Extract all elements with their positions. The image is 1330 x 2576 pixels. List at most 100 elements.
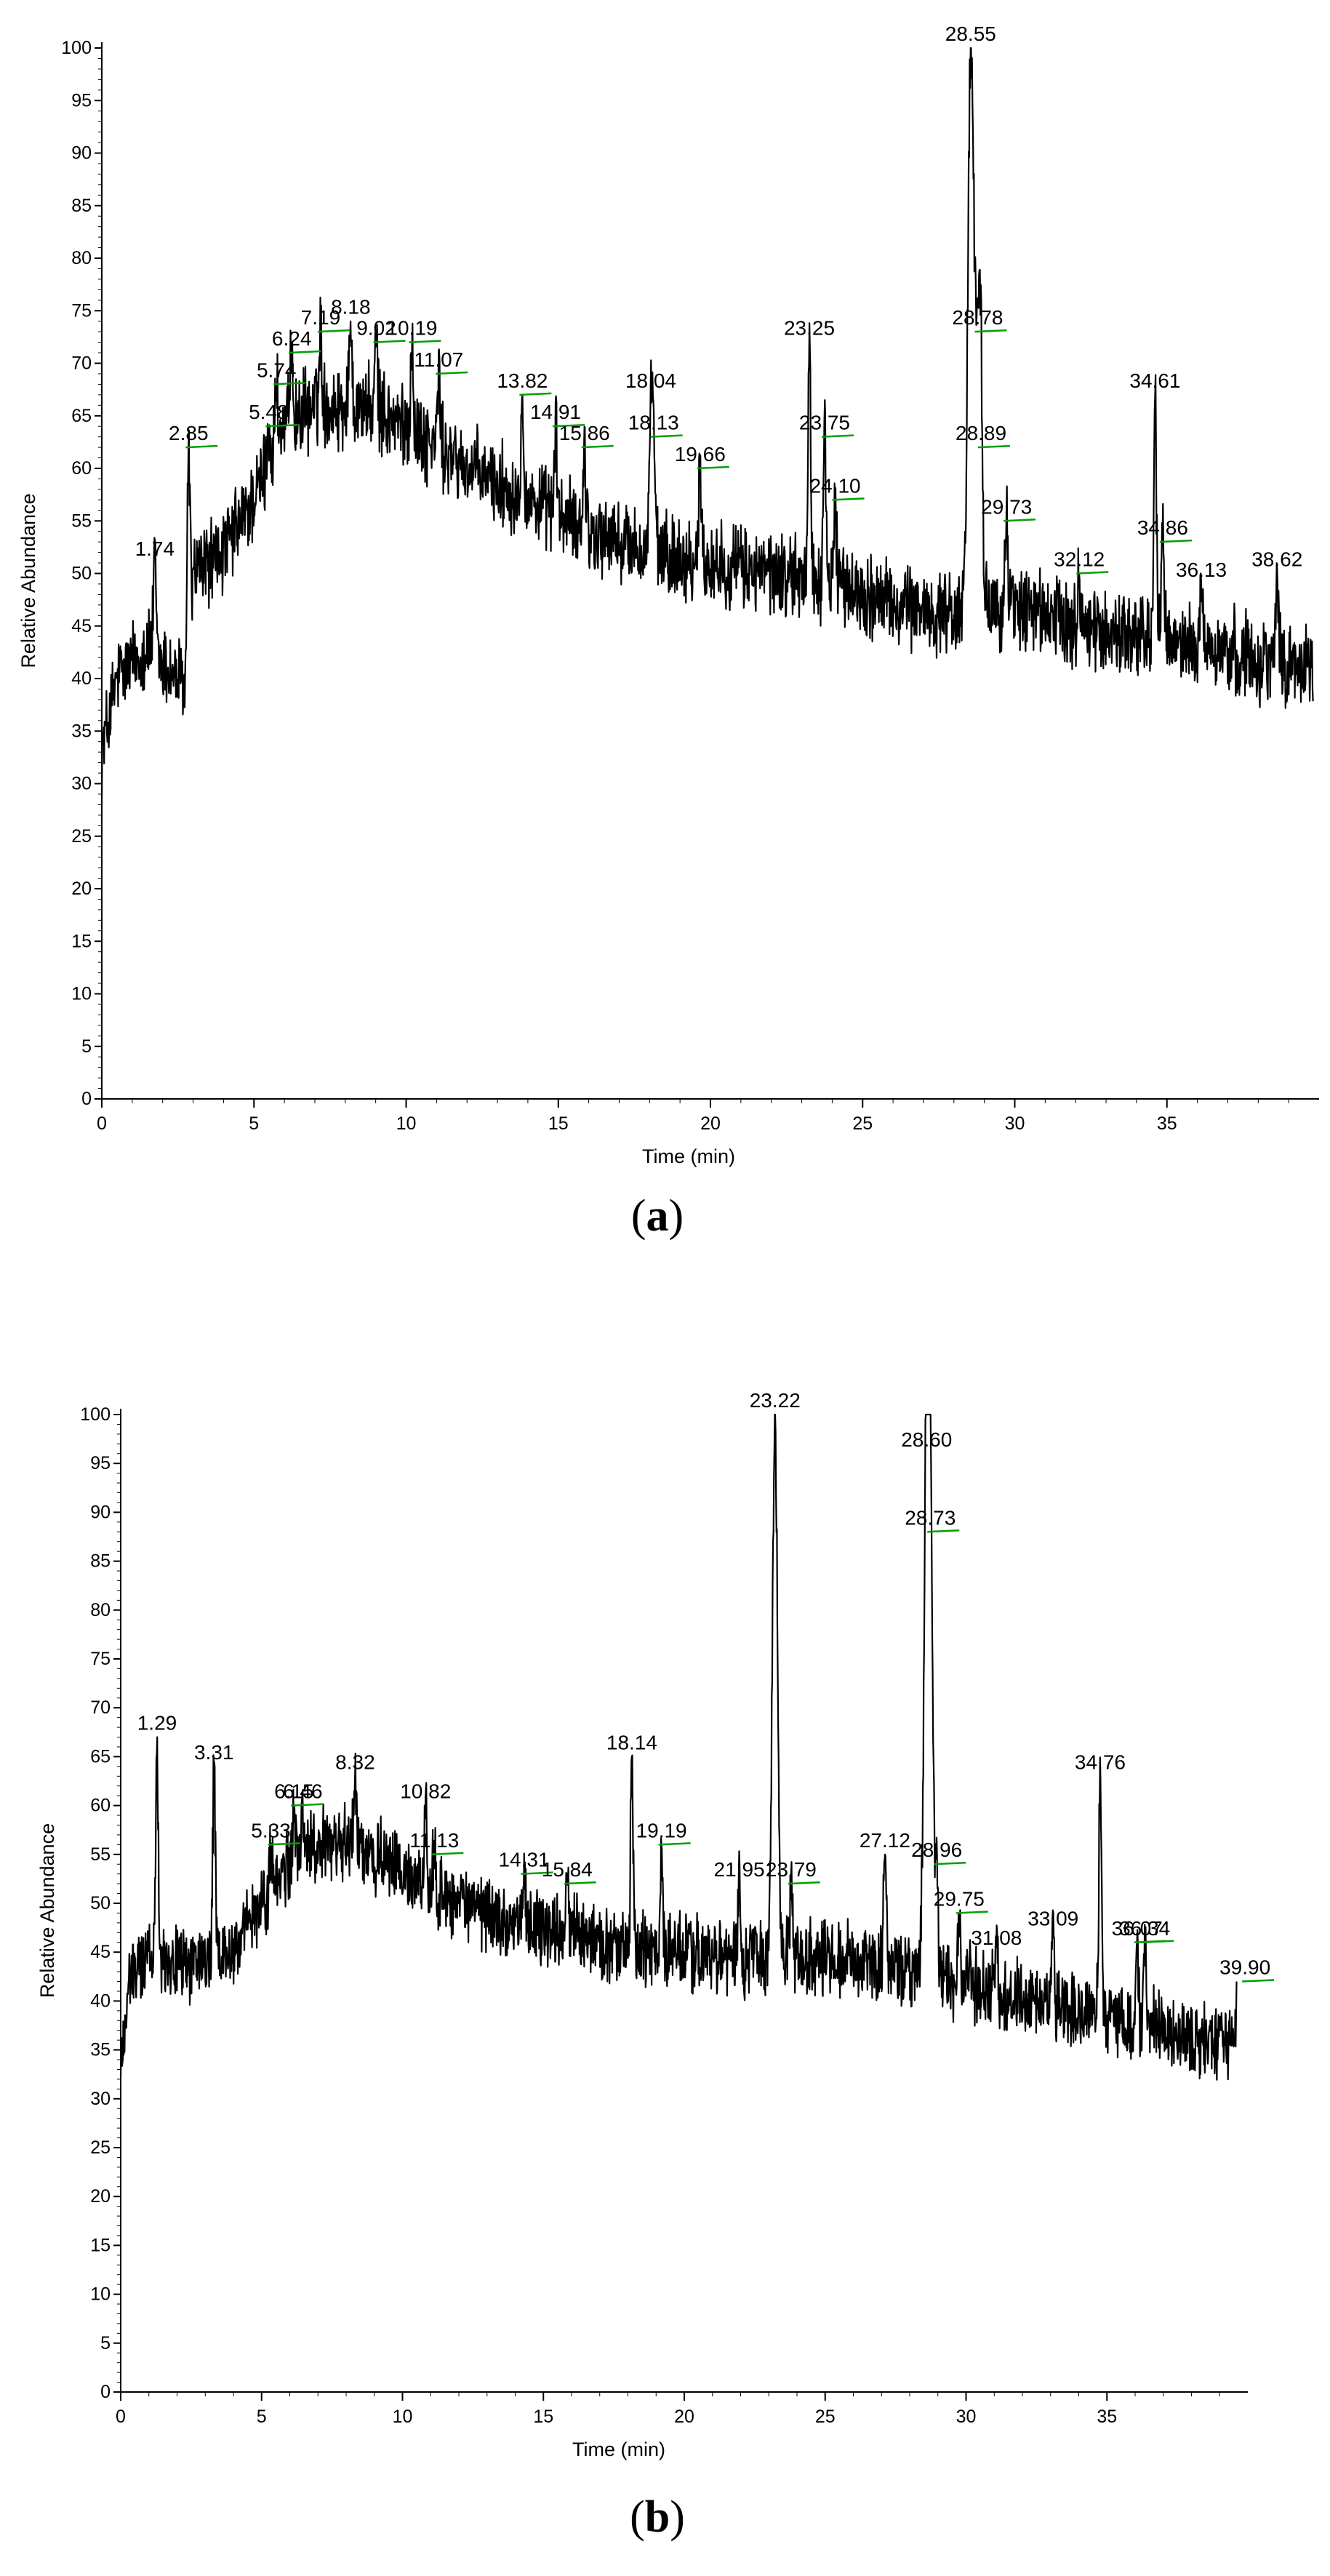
peak-label: 1.74: [135, 537, 175, 560]
x-tick-label: 0: [116, 2407, 126, 2427]
peak-label: 10.19: [386, 317, 437, 340]
peak-label: 28.89: [956, 422, 1006, 444]
peak-label: 15.84: [542, 1858, 593, 1881]
y-tick-label: 40: [90, 1991, 111, 2011]
x-tick-label: 20: [700, 1113, 721, 1134]
y-tick-label: 40: [71, 668, 92, 689]
y-tick-label: 35: [71, 721, 92, 741]
peak-label: 28.60: [901, 1428, 952, 1451]
peak-marker: [291, 1803, 324, 1807]
peak-label: 18.13: [628, 412, 679, 434]
x-axis-title: Time (min): [642, 1145, 735, 1167]
x-tick-label: 25: [815, 2407, 836, 2427]
peak-label: 34.61: [1129, 369, 1180, 392]
y-tick-label: 100: [80, 1404, 111, 1425]
peak-label: 6.15: [274, 1780, 314, 1803]
x-axis-title: Time (min): [572, 2439, 665, 2460]
peak-marker: [552, 423, 585, 428]
y-tick-label: 25: [90, 2137, 111, 2158]
peak-label: 38.62: [1251, 548, 1302, 571]
x-tick-label: 10: [396, 1113, 417, 1134]
peak-marker: [289, 350, 321, 354]
peak-marker: [409, 340, 441, 343]
peak-marker: [436, 371, 468, 375]
y-tick-label: 90: [90, 1502, 111, 1522]
chart-panel-b: 0510152025303540455055606570758085909510…: [36, 1389, 1275, 2542]
y-tick-label: 30: [71, 774, 92, 794]
y-tick-label: 25: [71, 826, 92, 847]
peak-label: 23.75: [799, 412, 850, 434]
peak-label: 11.07: [414, 348, 463, 371]
y-tick-label: 60: [90, 1796, 111, 1816]
chromatogram-trace: [100, 47, 1314, 801]
peak-marker: [927, 1529, 960, 1533]
y-tick-label: 0: [100, 2382, 111, 2402]
peak-label: 19.19: [636, 1819, 687, 1841]
y-tick-label: 45: [90, 1942, 111, 1962]
peak-marker: [268, 1842, 300, 1846]
peak-label: 23.79: [766, 1858, 817, 1881]
y-tick-label: 15: [90, 2235, 111, 2255]
y-tick-label: 75: [71, 300, 92, 321]
peak-label: 18.04: [625, 369, 676, 392]
peak-marker: [1003, 519, 1036, 522]
peak-marker: [581, 444, 614, 449]
y-tick-label: 70: [90, 1697, 111, 1718]
peak-label: 8.18: [331, 296, 371, 319]
peak-marker: [974, 329, 1007, 333]
peak-label: 11.13: [409, 1829, 459, 1852]
x-tick-label: 15: [533, 2407, 553, 2427]
y-tick-label: 100: [61, 38, 92, 58]
peak-label: 28.55: [945, 23, 996, 45]
y-tick-label: 75: [90, 1649, 111, 1669]
y-tick-label: 55: [90, 1844, 111, 1865]
x-tick-label: 0: [97, 1113, 107, 1134]
peak-marker: [521, 1871, 553, 1875]
x-tick-label: 35: [1097, 2407, 1117, 2427]
peak-marker: [273, 382, 306, 385]
x-tick-label: 25: [852, 1113, 873, 1134]
y-tick-label: 85: [71, 196, 92, 216]
axis-ticks: 0510152025303540455055606570758085909510…: [80, 1404, 1220, 2427]
peak-marker: [1159, 539, 1192, 543]
peak-label: 6.46: [283, 1780, 323, 1803]
peak-marker: [185, 444, 218, 449]
peak-label: 34.86: [1137, 516, 1188, 539]
peak-label: 29.75: [934, 1887, 985, 1910]
peak-marker: [788, 1881, 820, 1885]
peak-label: 3.31: [194, 1741, 234, 1764]
peak-label: 13.82: [497, 369, 548, 392]
peak-label: 24.10: [810, 474, 861, 497]
y-tick-label: 80: [90, 1600, 111, 1620]
peak-label: 18.14: [606, 1731, 657, 1753]
peak-label: 21.95: [714, 1858, 765, 1881]
y-tick-label: 0: [81, 1089, 92, 1109]
peak-label: 6.24: [272, 327, 312, 350]
peak-label: 31.08: [971, 1927, 1022, 1949]
peak-marker: [956, 1911, 988, 1914]
y-tick-label: 50: [71, 564, 92, 584]
panel-label-a: (a): [631, 1191, 684, 1241]
peak-label: 14.31: [498, 1849, 549, 1871]
y-axis-title: Relative Abundance: [36, 1823, 58, 1998]
y-tick-label: 15: [71, 931, 92, 951]
peak-label: 36.34: [1119, 1917, 1170, 1940]
x-tick-label: 20: [674, 2407, 694, 2427]
y-tick-label: 45: [71, 616, 92, 636]
peak-label: 28.78: [952, 306, 1003, 329]
x-tick-label: 35: [1157, 1113, 1177, 1134]
peak-label: 10.82: [400, 1780, 451, 1803]
peak-marker: [265, 423, 298, 428]
x-tick-label: 15: [548, 1113, 569, 1134]
peak-marker: [650, 434, 683, 438]
x-tick-label: 30: [1005, 1113, 1025, 1134]
peak-marker: [1076, 571, 1109, 575]
peak-label: 34.76: [1075, 1751, 1126, 1773]
y-tick-label: 10: [90, 2284, 111, 2305]
y-tick-label: 50: [90, 1893, 111, 1913]
peak-label: 5.74: [257, 359, 297, 381]
y-tick-label: 5: [100, 2333, 111, 2353]
